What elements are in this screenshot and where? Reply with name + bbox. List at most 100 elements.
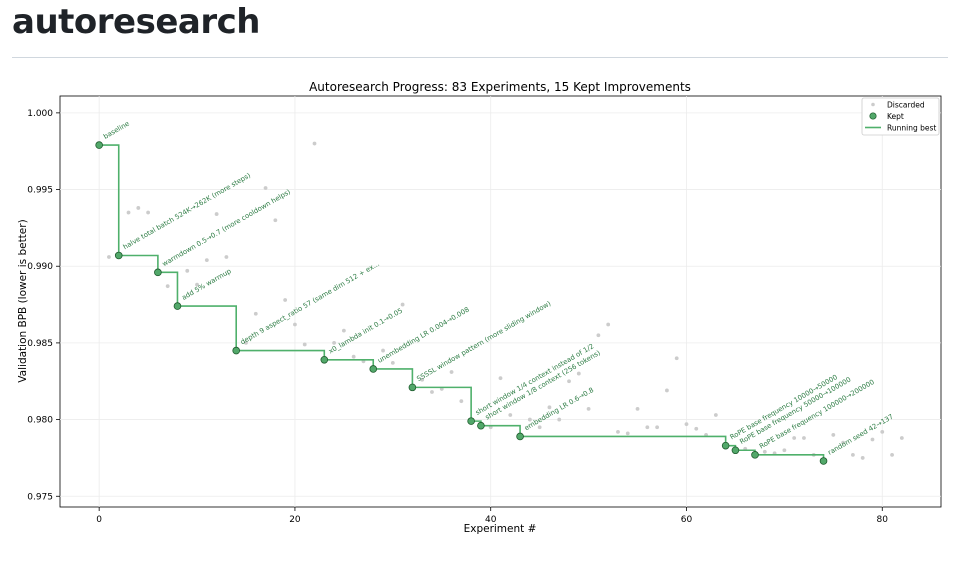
- discarded-point: [792, 436, 797, 440]
- kept-point: [154, 268, 162, 277]
- discarded-point: [293, 322, 297, 327]
- discarded-point: [302, 342, 307, 347]
- kept-point: [467, 417, 475, 425]
- chart-title: Autoresearch Progress: 83 Experiments, 1…: [309, 80, 691, 94]
- discarded-point: [802, 436, 806, 440]
- kept-layer: [95, 141, 828, 465]
- kept-point: [369, 365, 378, 373]
- kept-point: [408, 383, 417, 392]
- discarded-point: [459, 399, 464, 404]
- legend-discarded-label: Discarded: [887, 101, 925, 110]
- discarded-point: [214, 212, 219, 216]
- legend-kept-marker: [869, 112, 877, 120]
- title-divider: [12, 57, 948, 58]
- x-tick-label: 80: [877, 515, 889, 525]
- x-tick-label: 0: [96, 515, 102, 525]
- axis-layer: 0 20 40 60 80 0.975 0.980 0.985 0.990 0.995 1.000: [27, 109, 888, 525]
- discarded-point: [596, 333, 601, 338]
- discarded-point: [400, 302, 405, 307]
- legend: Discarded Kept Running best: [861, 97, 940, 136]
- y-tick-label: 0.975: [27, 492, 53, 502]
- y-tick-label: 0.985: [27, 339, 53, 349]
- x-tick-label: 40: [485, 515, 497, 525]
- kept-point: [721, 441, 730, 450]
- discarded-point: [195, 282, 199, 287]
- discarded-point: [899, 436, 904, 440]
- x-axis-label: Experiment #: [464, 523, 537, 535]
- discarded-point: [351, 354, 356, 359]
- discarded-point: [253, 311, 258, 316]
- discarded-point: [283, 298, 288, 302]
- discarded-point: [224, 255, 229, 259]
- kept-point: [173, 302, 182, 310]
- discarded-point: [332, 341, 336, 345]
- discarded-point: [586, 406, 591, 411]
- discarded-point: [107, 255, 111, 259]
- discarded-point: [390, 360, 395, 365]
- discarded-point: [694, 426, 699, 431]
- page-title: autoresearch: [12, 2, 260, 42]
- discarded-point: [713, 413, 718, 417]
- x-tick-label: 60: [681, 515, 693, 525]
- discarded-point: [880, 429, 885, 434]
- discarded-point: [537, 425, 542, 430]
- discarded-point: [557, 417, 562, 422]
- kept-point: [731, 446, 740, 455]
- legend-box: [861, 97, 940, 136]
- discarded-point: [185, 268, 190, 273]
- discarded-point: [684, 422, 689, 427]
- discarded-point: [449, 370, 454, 374]
- discarded-point: [635, 406, 640, 411]
- legend-discarded-marker: [871, 102, 875, 107]
- y-tick-label: 0.990: [27, 262, 53, 272]
- discarded-point: [136, 206, 141, 210]
- discarded-point: [146, 210, 151, 215]
- discarded-point: [860, 456, 865, 460]
- y-tick-label: 1.000: [27, 109, 53, 119]
- discarded-point: [273, 218, 278, 223]
- kept-point: [751, 451, 759, 459]
- x-tick-label: 20: [289, 515, 301, 525]
- kept-point: [320, 355, 329, 364]
- kept-point: [95, 141, 103, 149]
- grid-layer: [60, 96, 941, 507]
- discarded-point: [782, 448, 787, 453]
- legend-running-best-label: Running best: [887, 124, 936, 133]
- discarded-point: [576, 371, 581, 376]
- kept-point: [819, 457, 828, 465]
- legend-kept-label: Kept: [887, 112, 904, 121]
- discarded-point: [625, 431, 630, 436]
- discarded-point: [645, 425, 650, 430]
- discarded-point: [665, 388, 669, 393]
- kept-point: [114, 251, 123, 260]
- discarded-point: [841, 440, 846, 445]
- plot-area: [59, 95, 942, 508]
- discarded-point: [312, 141, 317, 146]
- discarded-point: [498, 376, 503, 381]
- discarded-point: [606, 322, 611, 327]
- discarded-point: [674, 356, 679, 361]
- discarded-point: [567, 379, 571, 384]
- discarded-point: [831, 433, 836, 437]
- discarded-point: [165, 284, 170, 289]
- discarded-point: [762, 449, 767, 454]
- y-tick-label: 0.980: [27, 416, 53, 426]
- kept-point: [516, 432, 524, 441]
- discarded-point: [527, 417, 532, 422]
- discarded-point: [204, 258, 209, 262]
- discarded-point: [126, 210, 131, 215]
- discarded-point: [263, 186, 268, 190]
- discarded-point: [547, 405, 552, 410]
- y-tick-label: 0.995: [27, 186, 53, 196]
- discarded-point: [341, 328, 346, 333]
- discarded-point: [420, 377, 425, 382]
- discarded-point: [655, 425, 660, 430]
- y-axis-label: Validation BPB (lower is better): [17, 219, 29, 382]
- kept-point: [477, 421, 485, 430]
- kept-point: [232, 346, 241, 355]
- discarded-point: [381, 348, 385, 353]
- discarded-point: [244, 341, 248, 345]
- discarded-point: [890, 452, 894, 457]
- discarded-point: [508, 413, 513, 417]
